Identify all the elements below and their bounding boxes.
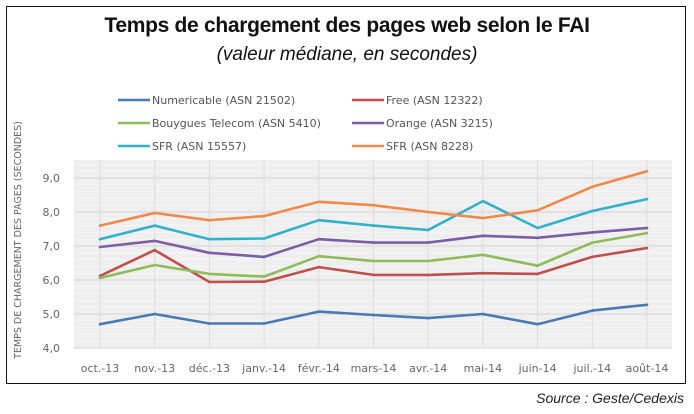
data-point xyxy=(591,185,594,189)
data-point xyxy=(208,280,211,284)
y-tick-label: 9,0 xyxy=(43,172,61,185)
data-point xyxy=(98,224,102,227)
data-point xyxy=(372,241,375,244)
data-point xyxy=(645,231,649,235)
y-tick-label: 7,0 xyxy=(43,240,61,253)
data-point xyxy=(208,272,211,276)
y-tick-label: 6,0 xyxy=(43,274,61,287)
data-point xyxy=(426,241,430,244)
data-point xyxy=(645,169,649,173)
data-point xyxy=(153,211,156,215)
legend-label: Free (ASN 12322) xyxy=(386,94,483,107)
x-tick-label: mars-14 xyxy=(351,362,397,375)
chart-subtitle: (valeur médiane, en secondes) xyxy=(216,44,478,65)
data-point xyxy=(426,316,430,320)
data-point xyxy=(208,218,211,222)
data-point xyxy=(591,231,594,234)
data-point xyxy=(153,312,156,316)
legend-label: SFR (ASN 8228) xyxy=(386,140,473,153)
data-point xyxy=(317,265,321,269)
data-point xyxy=(208,251,211,255)
data-point xyxy=(426,273,430,277)
chart-title: Temps de chargement des pages web selon … xyxy=(104,14,590,37)
data-point xyxy=(208,237,211,241)
x-tick-label: févr.-14 xyxy=(298,362,340,375)
data-point xyxy=(262,214,266,218)
data-point xyxy=(536,272,539,276)
legend-label: Numericable (ASN 21502) xyxy=(152,94,295,107)
y-axis-label: TEMPS DE CHARGEMENT DES PAGES (SECONDES) xyxy=(13,121,24,360)
data-point xyxy=(645,303,649,307)
y-tick-label: 8,0 xyxy=(43,206,61,219)
data-point xyxy=(262,237,266,240)
data-point xyxy=(426,210,430,214)
x-tick-label: juin-14 xyxy=(518,362,557,375)
x-tick-label: oct.-13 xyxy=(81,362,120,375)
data-point xyxy=(536,322,539,326)
data-point xyxy=(98,245,102,249)
data-point xyxy=(317,218,321,222)
data-point xyxy=(153,224,156,227)
data-point xyxy=(481,216,485,220)
data-point xyxy=(591,309,594,312)
data-point xyxy=(208,322,211,325)
data-point xyxy=(317,237,321,241)
data-point xyxy=(317,200,321,204)
data-point xyxy=(536,236,539,240)
data-point xyxy=(153,239,156,243)
legend-label: Bouygues Telecom (ASN 5410) xyxy=(152,117,321,130)
y-tick-label: 4,0 xyxy=(43,342,61,355)
data-point xyxy=(645,226,649,230)
data-point xyxy=(645,246,649,250)
data-point xyxy=(591,255,594,259)
data-point xyxy=(262,280,266,284)
data-point xyxy=(426,228,430,232)
data-point xyxy=(98,276,102,280)
data-point xyxy=(481,312,485,316)
data-point xyxy=(481,253,485,257)
data-point xyxy=(153,248,156,252)
data-point xyxy=(372,203,375,207)
data-point xyxy=(536,209,539,212)
data-point xyxy=(98,237,102,241)
data-point xyxy=(153,263,156,267)
data-point xyxy=(372,224,375,227)
x-tick-label: juil.-14 xyxy=(572,362,611,375)
data-point xyxy=(536,226,539,230)
data-point xyxy=(317,310,321,313)
data-point xyxy=(98,322,102,326)
x-tick-label: nov.-13 xyxy=(134,362,175,375)
data-point xyxy=(481,234,485,238)
data-point xyxy=(262,322,266,325)
data-point xyxy=(372,259,375,263)
y-tick-label: 5,0 xyxy=(43,308,61,321)
data-point xyxy=(481,199,485,203)
data-point xyxy=(317,254,321,258)
data-point xyxy=(372,273,375,277)
data-point xyxy=(591,241,594,244)
data-point xyxy=(536,264,539,268)
data-point xyxy=(262,275,266,278)
data-point xyxy=(591,209,594,213)
source-note: Source : Geste/Cedexis xyxy=(536,390,684,406)
data-point xyxy=(645,197,649,201)
data-point xyxy=(372,313,375,317)
x-tick-label: janv.-14 xyxy=(241,362,286,375)
x-tick-label: avr.-14 xyxy=(409,362,447,375)
data-point xyxy=(426,259,430,263)
data-point xyxy=(262,255,266,259)
legend-label: SFR (ASN 15557) xyxy=(152,140,246,153)
x-tick-label: août-14 xyxy=(626,362,669,375)
x-tick-label: déc.-13 xyxy=(189,362,230,375)
data-point xyxy=(481,271,485,275)
legend-label: Orange (ASN 3215) xyxy=(386,117,493,130)
x-tick-label: mai-14 xyxy=(464,362,502,375)
